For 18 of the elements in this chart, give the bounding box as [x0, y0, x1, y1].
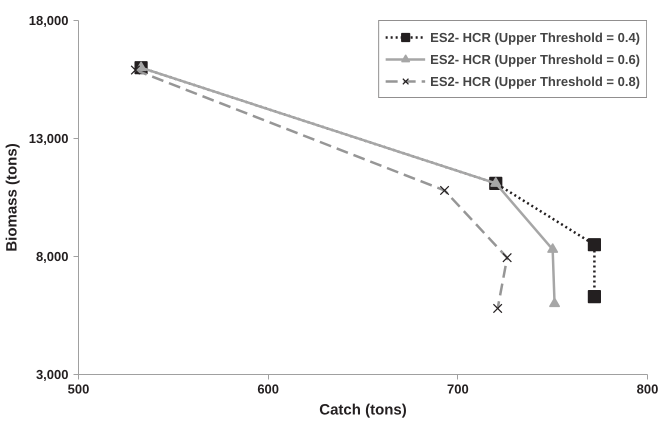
x-axis-title: Catch (tons)	[319, 402, 407, 418]
point	[490, 176, 502, 187]
x-tick-label: 700	[446, 382, 469, 396]
y-axis-title: Biomass (tons)	[4, 143, 21, 252]
legend-label: ES2- HCR (Upper Threshold = 0.4)	[430, 30, 640, 44]
y-tick-label: 13,000	[28, 131, 69, 146]
point	[588, 238, 601, 252]
point	[548, 297, 560, 308]
y-tick-label: 8,000	[36, 249, 69, 264]
point	[588, 290, 601, 304]
point	[547, 243, 558, 253]
y-tick-label: 3,000	[36, 367, 69, 382]
y-tick-label: 18,000	[28, 13, 69, 28]
legend-label: ES2- HCR (Upper Threshold = 0.6)	[430, 52, 640, 66]
legend-label: ES2- HCR (Upper Threshold = 0.8)	[430, 74, 640, 88]
x-tick-label: 600	[257, 382, 280, 396]
x-tick-label: 800	[636, 382, 658, 396]
x-tick-label: 500	[68, 382, 90, 396]
